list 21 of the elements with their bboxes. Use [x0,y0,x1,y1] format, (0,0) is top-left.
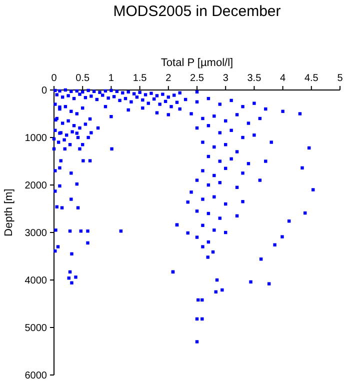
y-tick-label: 1000 [24,133,48,144]
x-tick-label: 2.5 [190,73,204,84]
x-tick-label: 2 [166,73,172,84]
x-tick-label: 4.5 [304,73,319,84]
x-tick-label: 5 [337,73,344,84]
x-axis-title: Total P [µmol/l] [160,57,234,69]
y-tick-label: 0 [41,86,48,96]
y-tick-label: 2000 [24,180,48,192]
chart-title: MODS2005 in December [113,3,281,20]
x-tick-label: 3 [222,73,229,84]
y-tick-label: 6000 [24,370,48,382]
y-tick-label: 4000 [24,276,48,286]
x-tick-label: 0.5 [76,73,90,84]
x-tick-label: 3.5 [247,73,262,84]
x-tick-label: 0 [51,73,58,84]
x-tick-label: 4 [280,73,286,84]
x-tick-label: 1 [108,73,114,84]
y-tick-label: 5000 [24,323,48,334]
y-tick-label: 3000 [24,228,48,239]
x-tick-label: 1.5 [132,73,148,84]
y-axis-title: Depth [m] [3,188,15,236]
